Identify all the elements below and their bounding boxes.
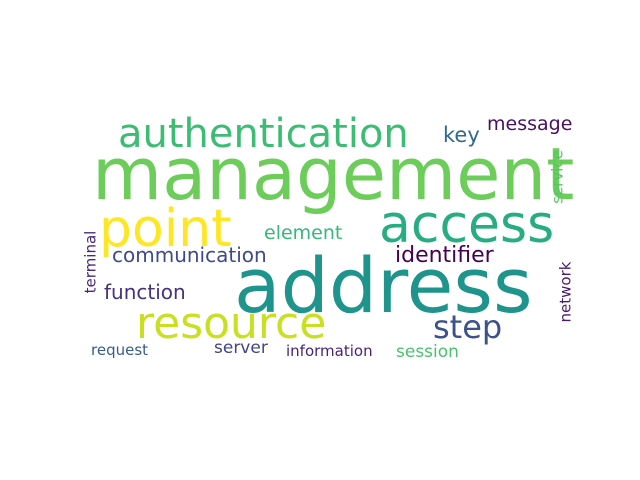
word-identifier: identifier — [395, 245, 494, 267]
word-network: network — [559, 262, 574, 323]
word-request: request — [91, 343, 148, 358]
word-server: server — [214, 340, 268, 357]
word-element: element — [264, 224, 342, 243]
word-session: session — [396, 344, 459, 361]
word-step: step — [433, 311, 502, 343]
word-terminal: terminal — [84, 231, 99, 294]
word-message: message — [487, 115, 572, 134]
word-service: service — [551, 150, 566, 204]
word-information: information — [286, 344, 373, 359]
word-communication: communication — [112, 245, 267, 265]
word-key: key — [443, 125, 480, 146]
word-function: function — [104, 282, 186, 302]
word-authentication: authentication — [118, 114, 409, 154]
